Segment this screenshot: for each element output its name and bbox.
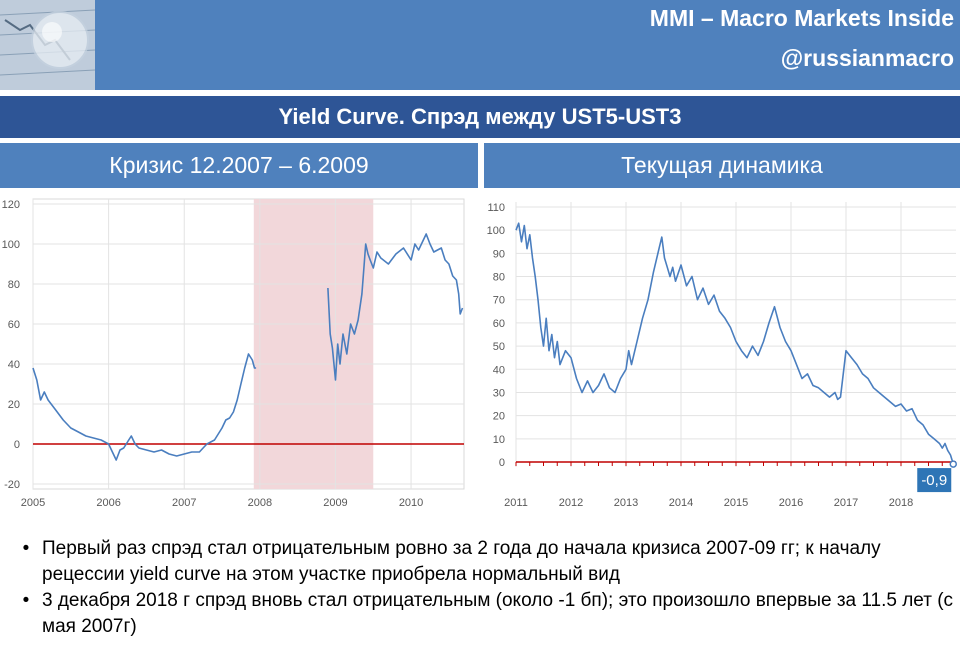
crisis-shaded-region [253, 199, 374, 489]
bullet-text: Первый раз спрэд стал отрицательным ровн… [42, 538, 881, 585]
y-tick-label: 40 [8, 359, 20, 371]
x-tick-label: 2015 [724, 497, 748, 509]
x-tick-label: 2009 [323, 497, 347, 509]
brand-name: MMI – Macro Markets Inside [649, 5, 954, 31]
header-bar [0, 0, 960, 90]
last-value-badge [917, 468, 952, 493]
y-tick-label: 0 [499, 457, 505, 469]
y-tick-label: 30 [493, 387, 505, 399]
y-tick-label: 100 [2, 239, 20, 251]
left-chart: -20 0 20 40 60 80 100 120 2005 2006 2007 2008 2009 20… [2, 198, 465, 509]
y-tick-label: 100 [487, 225, 505, 237]
y-tick-label: 20 [8, 399, 20, 411]
y-tick-label: 60 [493, 318, 505, 330]
right-chart-subtitle: Текущая динамика [484, 143, 960, 188]
y-tick-label: 0 [14, 439, 20, 451]
y-tick-label: 20 [493, 411, 505, 423]
x-tick-label: 2006 [96, 497, 120, 509]
last-value-marker [949, 460, 957, 468]
bullet-list: • Первый раз спрэд стал отрицательным ро… [10, 536, 955, 640]
x-tick-label: 2010 [399, 497, 423, 509]
y-tick-label: 90 [493, 248, 505, 260]
y-tick-label: 120 [2, 199, 20, 211]
logo-image [0, 0, 95, 90]
spread-series-line [515, 222, 955, 465]
x-tick-label: 2012 [559, 497, 583, 509]
x-tick-label: 2017 [834, 497, 858, 509]
y-tick-label: 50 [493, 341, 505, 353]
bullet-item: • Первый раз спрэд стал отрицательным ро… [10, 536, 955, 588]
spread-series-line [32, 353, 257, 461]
plot-frame [32, 198, 465, 490]
x-tick-label: 2018 [889, 497, 913, 509]
slide-title: Yield Curve. Спрэд между UST5-UST3 [0, 96, 960, 138]
spread-series-line [327, 233, 464, 381]
y-tick-label: 10 [493, 434, 505, 446]
x-tick-label: 2008 [248, 497, 272, 509]
x-tick-label: 2013 [614, 497, 638, 509]
left-chart-subtitle: Кризис 12.2007 – 6.2009 [0, 143, 478, 188]
x-tick-label: 2007 [172, 497, 196, 509]
y-tick-label: -20 [4, 479, 20, 491]
y-tick-label: 60 [8, 319, 20, 331]
bullet-dot: • [22, 590, 30, 611]
y-tick-label: 80 [493, 272, 505, 284]
last-value-label: -0,9 [921, 472, 947, 489]
right-chart: 0 10 20 30 40 50 60 70 80 90 100 110 2011 2012 2013 201… [487, 202, 957, 509]
brand-handle: @russianmacro [780, 45, 954, 71]
y-tick-label: 40 [493, 364, 505, 376]
x-tick-label: 2016 [779, 497, 803, 509]
bullet-text: 3 декабря 2018 г спрэд вновь стал отрица… [42, 590, 954, 637]
x-tick-label: 2014 [669, 497, 693, 509]
y-tick-label: 110 [487, 202, 505, 214]
x-tick-label: 2005 [21, 497, 45, 509]
y-tick-label: 80 [8, 279, 20, 291]
y-tick-label: 70 [493, 295, 505, 307]
bullet-item: • 3 декабря 2018 г спрэд вновь стал отри… [10, 588, 955, 640]
bullet-dot: • [22, 538, 30, 559]
x-tick-label: 2011 [504, 497, 528, 509]
